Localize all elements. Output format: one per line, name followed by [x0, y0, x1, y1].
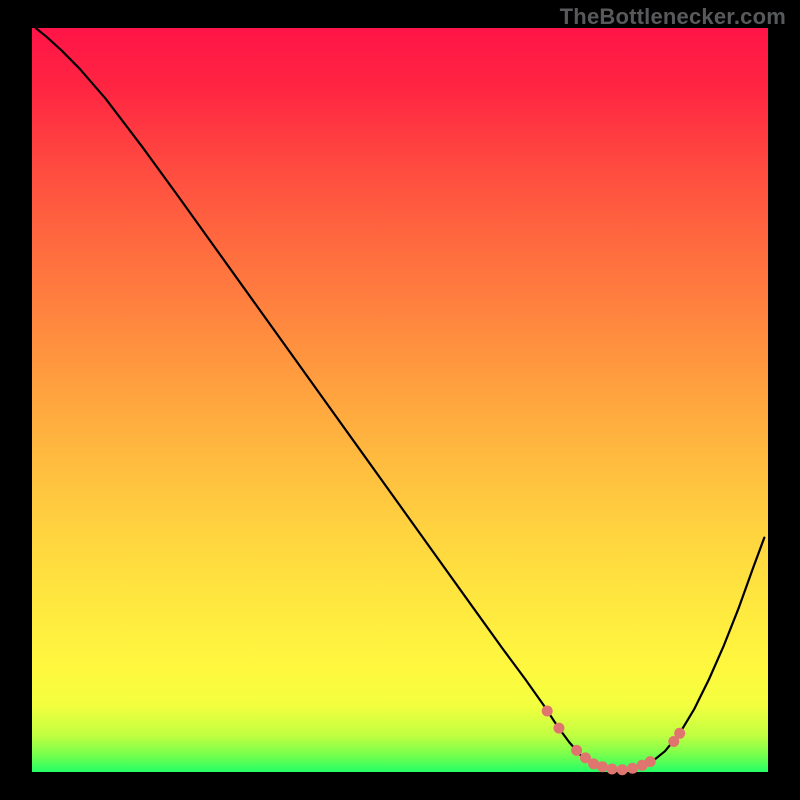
marker-dot [645, 756, 656, 767]
marker-dot [571, 745, 582, 756]
watermark-text: TheBottlenecker.com [560, 4, 786, 30]
chart-stage: TheBottlenecker.com [0, 0, 800, 800]
marker-dot [674, 728, 685, 739]
marker-dot [606, 764, 617, 775]
marker-dot [553, 723, 564, 734]
chart-svg [0, 0, 800, 800]
marker-dot [542, 705, 553, 716]
marker-dot [617, 764, 628, 775]
marker-dot [627, 763, 638, 774]
marker-dot [597, 761, 608, 772]
gradient-background [32, 28, 768, 772]
